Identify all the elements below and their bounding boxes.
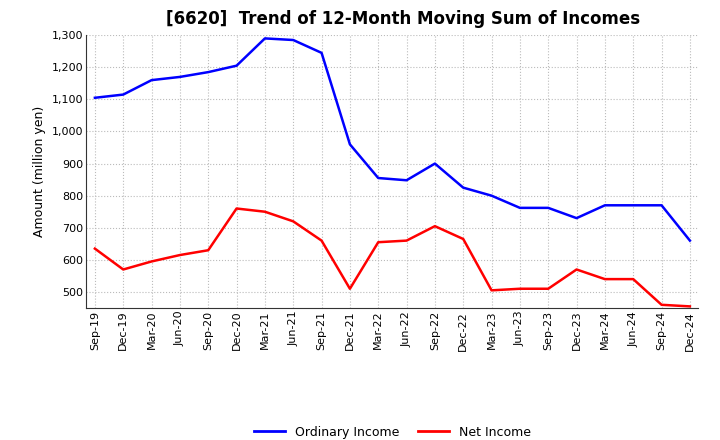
Ordinary Income xyxy=(318,50,326,55)
Net Income xyxy=(572,267,581,272)
Net Income xyxy=(233,206,241,211)
Ordinary Income xyxy=(374,176,382,181)
Ordinary Income xyxy=(233,63,241,68)
Net Income xyxy=(346,286,354,291)
Ordinary Income xyxy=(516,205,524,210)
Net Income xyxy=(685,304,694,309)
Net Income xyxy=(289,219,297,224)
Net Income xyxy=(374,239,382,245)
Net Income xyxy=(459,236,467,242)
Net Income xyxy=(261,209,269,214)
Ordinary Income xyxy=(119,92,127,97)
Ordinary Income xyxy=(459,185,467,190)
Net Income xyxy=(148,259,156,264)
Net Income xyxy=(318,238,326,243)
Net Income xyxy=(204,248,212,253)
Ordinary Income xyxy=(600,203,609,208)
Net Income xyxy=(119,267,127,272)
Net Income xyxy=(600,276,609,282)
Ordinary Income xyxy=(487,193,496,198)
Ordinary Income xyxy=(261,36,269,41)
Ordinary Income xyxy=(629,203,637,208)
Ordinary Income xyxy=(148,77,156,83)
Ordinary Income xyxy=(544,205,552,210)
Net Income xyxy=(402,238,411,243)
Net Income xyxy=(487,288,496,293)
Line: Ordinary Income: Ordinary Income xyxy=(95,38,690,241)
Ordinary Income xyxy=(572,216,581,221)
Ordinary Income xyxy=(431,161,439,166)
Net Income xyxy=(657,302,666,308)
Ordinary Income xyxy=(289,37,297,43)
Ordinary Income xyxy=(402,178,411,183)
Net Income xyxy=(176,253,184,258)
Ordinary Income xyxy=(176,74,184,80)
Net Income xyxy=(91,246,99,251)
Ordinary Income xyxy=(685,238,694,243)
Net Income xyxy=(431,224,439,229)
Ordinary Income xyxy=(346,142,354,147)
Text: [6620]  Trend of 12-Month Moving Sum of Incomes: [6620] Trend of 12-Month Moving Sum of I… xyxy=(166,10,640,28)
Net Income xyxy=(516,286,524,291)
Legend: Ordinary Income, Net Income: Ordinary Income, Net Income xyxy=(248,421,536,440)
Ordinary Income xyxy=(204,70,212,75)
Ordinary Income xyxy=(657,203,666,208)
Net Income xyxy=(629,276,637,282)
Net Income xyxy=(544,286,552,291)
Ordinary Income xyxy=(91,95,99,100)
Line: Net Income: Net Income xyxy=(95,209,690,306)
Y-axis label: Amount (million yen): Amount (million yen) xyxy=(33,106,47,237)
